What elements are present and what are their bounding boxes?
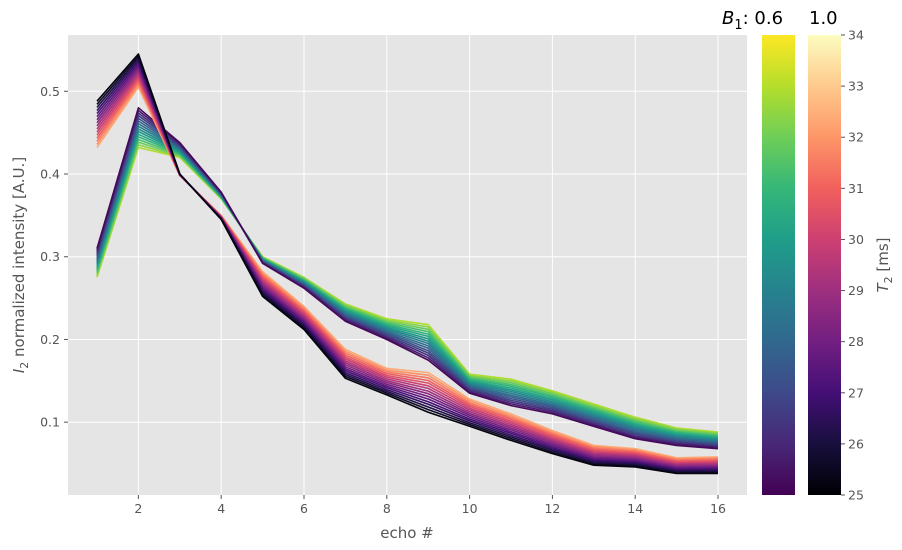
x-tick-label: 16 <box>710 501 726 516</box>
x-tick-label: 2 <box>134 501 142 516</box>
t2-colorbar-label: T2 [ms] <box>874 237 895 292</box>
y-tick-label: 0.1 <box>40 415 60 430</box>
b1-colorbar-title: B1: 0.6 <box>722 8 783 33</box>
y-tick-label: 0.5 <box>40 84 60 99</box>
t2-colorbar-title: 1.0 <box>809 8 838 29</box>
b1-curve <box>96 107 719 450</box>
grid <box>68 35 747 495</box>
x-axis-label: echo # <box>380 524 434 542</box>
colorbar-tick-label: 33 <box>848 79 864 94</box>
colorbar-tick-label: 26 <box>848 436 864 451</box>
t2-curve <box>96 53 718 475</box>
x-tick-label: 12 <box>544 501 560 516</box>
x-tick-label: 4 <box>217 501 225 516</box>
x-tick-label: 14 <box>627 501 643 516</box>
y-tick-label: 0.3 <box>40 249 60 264</box>
colorbar-tick-label: 31 <box>848 181 864 196</box>
t2-colorbar <box>808 35 841 495</box>
colorbar-tick-label: 25 <box>848 488 864 503</box>
y-tick-label: 0.2 <box>40 332 60 347</box>
curve-layer <box>96 53 719 475</box>
t2-colorbar-ticks: 25 26 27 28 29 30 31 32 33 34 <box>841 28 864 503</box>
y-tick-label: 0.4 <box>40 166 60 181</box>
axis-ticks: 2 4 6 8 10 12 14 16 0.1 0.2 0.3 0.4 0.5 <box>40 84 726 516</box>
b1-colorbar <box>762 35 795 495</box>
colorbar-tick-label: 32 <box>848 130 864 145</box>
x-tick-label: 6 <box>300 501 308 516</box>
y-axis-label: I2 normalized intensity [A.U.] <box>10 157 31 373</box>
colorbar-tick-label: 29 <box>848 283 864 298</box>
colorbar-tick-label: 28 <box>848 334 864 349</box>
colorbar-tick-label: 27 <box>848 385 864 400</box>
colorbar-tick-label: 30 <box>848 232 864 247</box>
colorbar-tick-label: 34 <box>848 28 864 43</box>
x-tick-label: 10 <box>462 501 478 516</box>
x-tick-label: 8 <box>383 501 391 516</box>
